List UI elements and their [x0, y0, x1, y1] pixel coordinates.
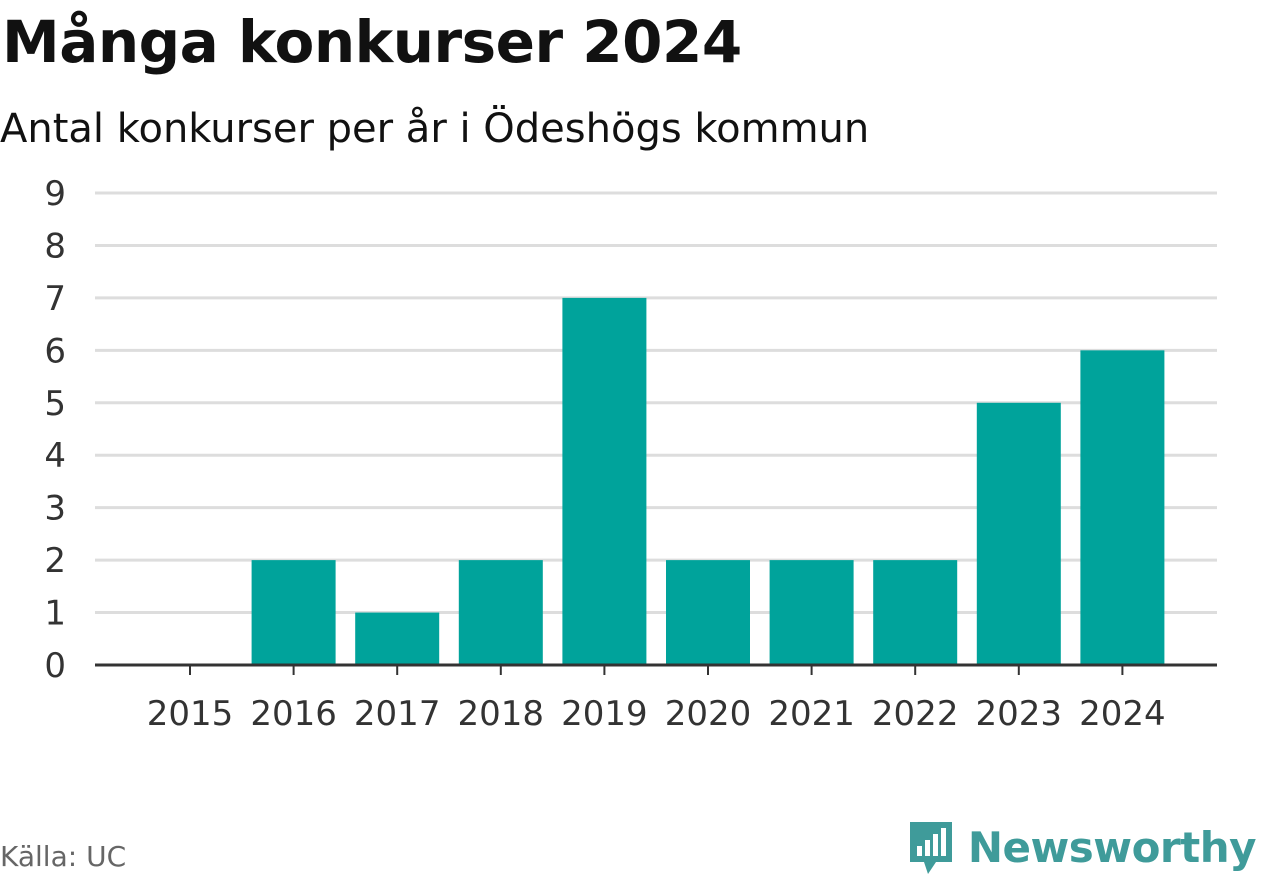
bar [355, 612, 440, 665]
x-tick-label: 2016 [250, 694, 337, 734]
x-tick-label: 2022 [872, 694, 959, 734]
newsworthy-logo-icon [909, 822, 952, 874]
bars [251, 297, 1165, 665]
x-tick-label: 2017 [354, 694, 441, 734]
bar [562, 297, 647, 665]
y-tick-label: 9 [44, 174, 66, 214]
x-tick-label: 2023 [976, 694, 1063, 734]
bar [873, 560, 958, 665]
y-tick-label: 7 [44, 279, 66, 319]
source-note: Källa: UC [0, 840, 127, 873]
y-tick-label: 3 [44, 489, 66, 529]
bar [1080, 350, 1165, 665]
x-axis: 2015 2016 2017 2018 2019 2020 2021 2022 2023 2024 [95, 663, 1217, 734]
chart-title: Många konkurser 2024 [2, 8, 742, 76]
y-tick-label: 6 [44, 331, 66, 371]
brand-name: Newsworthy [967, 822, 1257, 872]
x-tick-label: 2019 [561, 694, 648, 734]
y-tick-label: 5 [44, 384, 66, 424]
bar [666, 560, 750, 665]
chart-subtitle: Antal konkurser per år i Ödeshögs kommun [0, 106, 870, 152]
bar [251, 560, 336, 665]
bar [458, 560, 543, 665]
bar [769, 560, 854, 665]
brand-logo: Newsworthy [906, 818, 1257, 876]
x-tick-label: 2015 [147, 694, 234, 734]
y-tick-label: 8 [44, 226, 66, 266]
y-tick-label: 4 [44, 436, 66, 476]
y-tick-label: 0 [44, 646, 66, 686]
bar [976, 402, 1061, 665]
x-tick-label: 2021 [768, 694, 855, 734]
x-tick-label: 2020 [665, 694, 752, 734]
y-tick-label: 2 [44, 541, 66, 581]
y-tick-label: 1 [44, 594, 66, 634]
x-tick-label: 2024 [1079, 694, 1166, 734]
y-axis-ticks: 0 1 2 3 4 5 6 7 8 9 [44, 174, 66, 686]
x-tick-label: 2018 [458, 694, 545, 734]
